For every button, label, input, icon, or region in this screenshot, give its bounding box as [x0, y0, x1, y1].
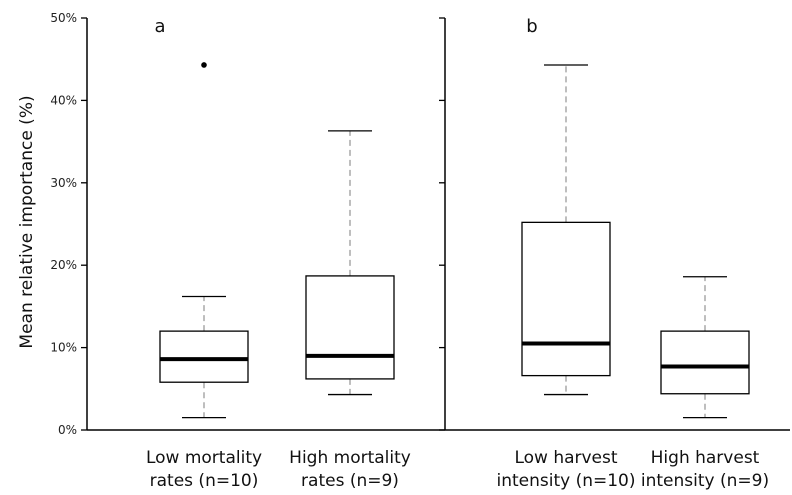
panel-label: a — [154, 16, 165, 37]
category-label: High harvest — [651, 448, 760, 468]
y-tick-label: 0% — [58, 423, 77, 437]
y-tick-label: 40% — [50, 93, 77, 107]
box-1: Low harvest intensity (n=10) — [496, 64, 636, 491]
iqr-box — [159, 330, 249, 383]
outlier-point — [201, 62, 207, 68]
category-label: Low harvest — [514, 448, 617, 468]
category-label: High mortality — [289, 448, 411, 468]
iqr-box — [305, 275, 395, 380]
box-1: Low mortality rates (n=10) — [146, 62, 262, 491]
panel-a: 0% 10% 20% 30% 40% 50% a Low mortality rates (n=… — [50, 11, 411, 491]
category-label: intensity (n=9) — [641, 471, 769, 491]
category-label: rates (n=10) — [150, 471, 259, 491]
y-tick-label: 50% — [50, 11, 77, 25]
iqr-box — [660, 330, 750, 395]
y-tick-label: 30% — [50, 176, 77, 190]
box-2: High harvest intensity (n=9) — [641, 276, 769, 491]
category-label: intensity (n=10) — [496, 471, 635, 491]
category-label: Low mortality — [146, 448, 262, 468]
iqr-box — [521, 221, 611, 377]
box-2: High mortality rates (n=9) — [289, 130, 411, 491]
category-label: rates (n=9) — [301, 471, 399, 491]
panel-label: b — [526, 16, 537, 37]
panel-b: b Low harvest intensity (n=10) High harvest… — [439, 16, 769, 491]
y-tick-label: 20% — [50, 258, 77, 272]
y-axis-title: Mean relative importance (%) — [17, 95, 37, 348]
y-tick-label: 10% — [50, 341, 77, 355]
